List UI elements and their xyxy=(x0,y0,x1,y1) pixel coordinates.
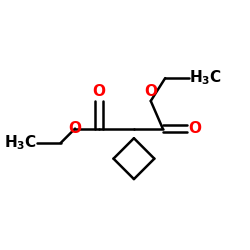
Text: O: O xyxy=(144,84,157,98)
Text: O: O xyxy=(188,121,201,136)
Text: $\mathbf{H_3C}$: $\mathbf{H_3C}$ xyxy=(4,134,36,152)
Text: O: O xyxy=(68,121,82,136)
Text: O: O xyxy=(92,84,106,98)
Text: $\mathbf{H_3C}$: $\mathbf{H_3C}$ xyxy=(189,69,222,87)
